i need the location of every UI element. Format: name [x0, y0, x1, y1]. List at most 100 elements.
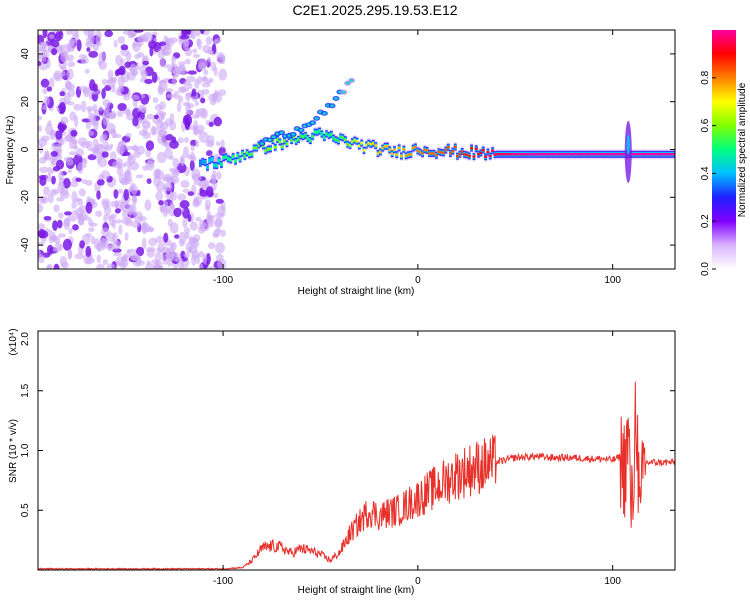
signal-track-cell — [521, 153, 525, 156]
noise-speckle — [178, 86, 186, 94]
signal-track-cell — [654, 153, 658, 156]
signal-track-cell — [467, 154, 471, 158]
signal-track-cell — [474, 147, 478, 151]
noise-speckle — [187, 154, 193, 160]
noise-speckle — [214, 217, 223, 228]
noise-speckle — [146, 120, 151, 129]
noise-speckle — [169, 120, 177, 131]
noise-speckle — [146, 113, 155, 120]
signal-track-cell — [414, 145, 417, 149]
noise-speckle — [42, 105, 47, 110]
upper-branch-core — [299, 129, 303, 132]
signal-track-cell — [273, 146, 277, 149]
noise-speckle — [177, 193, 187, 201]
noise-speckle — [98, 143, 104, 149]
signal-track-cell — [493, 153, 497, 156]
noise-speckle — [205, 213, 213, 225]
noise-speckle — [125, 132, 132, 138]
noise-speckle — [112, 161, 121, 169]
signal-track-cell — [671, 153, 675, 156]
noise-speckle — [213, 89, 219, 98]
noise-speckle — [203, 69, 209, 76]
noise-speckle — [39, 166, 49, 173]
noise-speckle — [86, 47, 91, 52]
noise-speckle — [64, 211, 72, 216]
signal-track-cell — [269, 147, 272, 151]
signal-track-cell — [530, 153, 534, 156]
noise-speckle — [207, 56, 212, 63]
noise-speckle — [145, 160, 155, 171]
noise-speckle — [196, 124, 205, 133]
signal-track-cell — [631, 153, 635, 156]
noise-speckle — [216, 171, 222, 180]
signal-track-cell — [673, 153, 675, 156]
signal-track-cell — [395, 153, 399, 156]
noise-speckle — [59, 91, 66, 97]
signal-track-cell — [365, 143, 368, 147]
signal-track-cell — [416, 149, 420, 153]
colorbar-tick-label: 0.8 — [700, 70, 711, 84]
noise-speckle — [180, 180, 190, 188]
noise-speckle — [72, 224, 79, 231]
upper-branch-core — [279, 131, 284, 134]
signal-track-cell — [250, 152, 254, 156]
signal-track-cell — [622, 153, 625, 156]
noise-speckle — [52, 247, 58, 252]
noise-speckle — [66, 30, 72, 36]
upper-branch-core — [342, 91, 346, 94]
noise-speckle — [163, 232, 169, 243]
noise-speckle — [57, 181, 65, 194]
colorbar-tick-label: 0.6 — [700, 118, 711, 132]
noise-speckle — [126, 249, 131, 258]
noise-speckle — [154, 104, 163, 111]
noise-speckle — [88, 130, 94, 136]
noise-speckle — [74, 197, 82, 202]
signal-track-cell — [535, 153, 539, 156]
noise-speckle — [158, 200, 164, 206]
noise-speckle — [189, 125, 198, 131]
signal-track-cell — [573, 153, 576, 156]
noise-speckle — [58, 212, 64, 219]
signal-track-cell — [393, 148, 396, 151]
signal-track-cell — [402, 147, 406, 151]
spectrogram-y-ticks: -40 -20 0 20 40 — [20, 48, 675, 252]
noise-speckle — [117, 148, 124, 156]
signal-track-cell — [584, 153, 588, 156]
noise-speckle — [163, 35, 169, 43]
signal-track-cell — [231, 155, 235, 158]
noise-speckle — [78, 188, 86, 197]
signal-track-cell — [647, 153, 651, 156]
noise-speckle — [80, 100, 87, 113]
signal-track-cell — [615, 153, 618, 156]
signal-track-cell — [612, 153, 616, 156]
noise-speckle — [70, 130, 78, 137]
noise-speckle — [163, 182, 173, 192]
noise-speckle — [38, 223, 46, 230]
snr-x-tick-label: 0 — [415, 576, 421, 587]
signal-track-cell — [407, 153, 410, 157]
signal-track-cell — [545, 153, 548, 156]
noise-speckle — [157, 133, 164, 144]
noise-speckle — [77, 137, 88, 146]
noise-speckle — [68, 88, 76, 98]
noise-speckle — [111, 76, 118, 82]
noise-speckle — [138, 129, 148, 136]
signal-track-cell — [512, 153, 516, 156]
noise-speckle — [98, 105, 103, 112]
noise-speckle — [130, 94, 140, 101]
signal-track-cell — [264, 149, 268, 152]
signal-track-cell — [400, 154, 403, 158]
noise-speckle — [59, 255, 67, 268]
signal-track-cell — [540, 153, 544, 156]
noise-speckle — [63, 218, 70, 230]
noise-speckle — [177, 137, 184, 144]
noise-speckle — [158, 80, 168, 92]
noise-speckle — [46, 58, 51, 69]
noise-speckle — [103, 116, 110, 126]
signal-track-cell — [580, 153, 583, 156]
noise-speckle — [196, 38, 201, 46]
noise-speckle — [67, 61, 76, 68]
noise-speckle — [135, 259, 145, 266]
upper-branch-core — [330, 104, 334, 108]
signal-track-cell — [353, 138, 357, 142]
